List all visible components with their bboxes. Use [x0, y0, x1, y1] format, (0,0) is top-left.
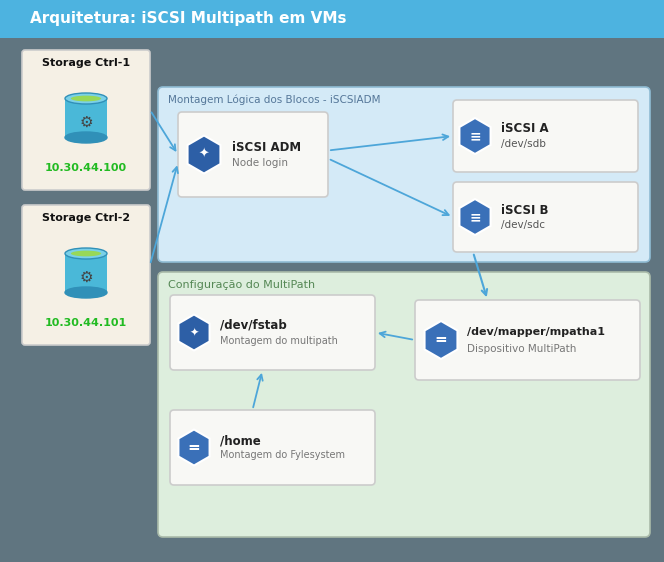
FancyBboxPatch shape [178, 112, 328, 197]
Text: ✦: ✦ [199, 148, 209, 161]
FancyBboxPatch shape [170, 410, 375, 485]
Text: Configuração do MultiPath: Configuração do MultiPath [168, 280, 315, 290]
Text: ≡: ≡ [469, 210, 481, 224]
Text: iSCSI B: iSCSI B [501, 203, 548, 216]
Polygon shape [179, 315, 210, 351]
FancyBboxPatch shape [158, 272, 650, 537]
Text: Montagem Lógica dos Blocos - iSCSIADM: Montagem Lógica dos Blocos - iSCSIADM [168, 95, 380, 105]
Text: Storage Ctrl-1: Storage Ctrl-1 [42, 58, 130, 68]
Ellipse shape [71, 251, 101, 256]
Text: Dispositivo MultiPath: Dispositivo MultiPath [467, 344, 576, 354]
Text: iSCSI A: iSCSI A [501, 123, 548, 135]
Polygon shape [459, 199, 491, 235]
Text: 10.30.44.100: 10.30.44.100 [45, 163, 127, 173]
FancyBboxPatch shape [158, 87, 650, 262]
Text: 10.30.44.101: 10.30.44.101 [45, 318, 127, 328]
Text: /home: /home [220, 434, 261, 447]
Bar [65, 253, 107, 292]
Text: /dev/sdc: /dev/sdc [501, 220, 545, 230]
Polygon shape [179, 429, 210, 465]
Ellipse shape [65, 132, 107, 143]
Text: Montagem do multipath: Montagem do multipath [220, 336, 338, 346]
Text: /dev/mapper/mpatha1: /dev/mapper/mpatha1 [467, 327, 605, 337]
FancyBboxPatch shape [22, 50, 150, 190]
FancyBboxPatch shape [170, 295, 375, 370]
Text: /dev/sdb: /dev/sdb [501, 139, 546, 149]
Text: Montagem do Fylesystem: Montagem do Fylesystem [220, 451, 345, 460]
FancyBboxPatch shape [415, 300, 640, 380]
Text: iSCSI ADM: iSCSI ADM [232, 141, 301, 154]
Text: ✦: ✦ [189, 328, 199, 338]
Text: Node login: Node login [232, 157, 288, 167]
Text: Storage Ctrl-2: Storage Ctrl-2 [42, 213, 130, 223]
Ellipse shape [65, 93, 107, 104]
Text: Arquitetura: iSCSI Multipath em VMs: Arquitetura: iSCSI Multipath em VMs [30, 11, 347, 26]
Text: ⚙: ⚙ [79, 115, 93, 129]
Polygon shape [459, 118, 491, 154]
FancyBboxPatch shape [22, 205, 150, 345]
Ellipse shape [65, 287, 107, 298]
Ellipse shape [65, 248, 107, 259]
Bar [65, 98, 107, 138]
Ellipse shape [71, 96, 101, 101]
Text: =: = [435, 333, 448, 347]
Text: ≡: ≡ [469, 129, 481, 143]
Text: =: = [188, 440, 201, 455]
Text: /dev/fstab: /dev/fstab [220, 319, 287, 332]
Text: ⚙: ⚙ [79, 270, 93, 284]
Polygon shape [424, 321, 457, 359]
FancyBboxPatch shape [453, 100, 638, 172]
Bar [0, 0, 664, 38]
Polygon shape [187, 135, 220, 174]
FancyBboxPatch shape [453, 182, 638, 252]
